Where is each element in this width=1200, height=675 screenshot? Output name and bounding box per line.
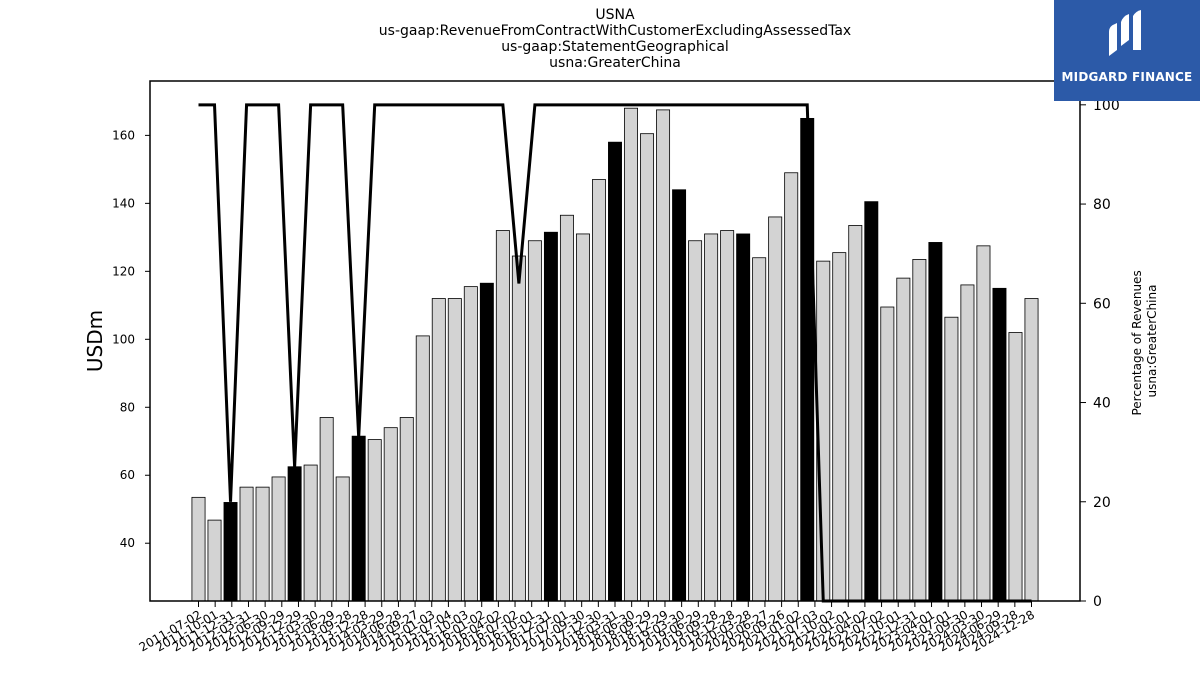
- bar-43: [880, 306, 895, 602]
- y-tick-label-40: 40: [120, 536, 135, 550]
- chart-title-line-2: us-gaap:RevenueFromContractWithCustomerE…: [378, 23, 852, 39]
- bar-12: [383, 427, 398, 602]
- bar-23: [559, 214, 574, 602]
- bar-28: [640, 133, 655, 602]
- bar-25: [592, 179, 606, 602]
- bar-14: [415, 335, 430, 602]
- bar-32: [704, 233, 719, 602]
- bar-27: [624, 107, 638, 602]
- bar-18: [479, 282, 494, 602]
- bar-10: [351, 435, 366, 602]
- bar-30: [672, 189, 687, 602]
- y-axis-right: 0 20 40 60 80 100: [1080, 98, 1120, 610]
- bar-36: [768, 216, 783, 602]
- bar-7: [303, 464, 318, 602]
- bar-33: [720, 230, 735, 602]
- y2-tick-label-0: 0: [1093, 594, 1102, 610]
- bar-3: [239, 486, 254, 602]
- bars-layer: [191, 107, 1039, 602]
- bar-40: [832, 252, 847, 602]
- y2-tick-label-60: 60: [1093, 296, 1111, 312]
- bar-5: [271, 476, 286, 602]
- bar-50: [992, 287, 1007, 602]
- bar-17: [463, 286, 478, 602]
- y2-tick-label-40: 40: [1093, 396, 1111, 412]
- y-tick-label-100: 100: [112, 332, 135, 346]
- y-tick-label-60: 60: [120, 468, 135, 482]
- bar-46: [928, 242, 943, 602]
- bar-8: [319, 417, 334, 602]
- y-tick-label-80: 80: [120, 400, 135, 414]
- bar-19: [495, 230, 510, 602]
- bar-48: [960, 284, 975, 602]
- bar-34: [736, 233, 751, 602]
- y2-tick-label-80: 80: [1093, 197, 1111, 213]
- bar-26: [608, 141, 622, 602]
- bar-6: [287, 466, 302, 602]
- bar-38: [800, 117, 815, 602]
- bar-4: [255, 486, 270, 602]
- bar-49: [976, 245, 991, 602]
- bar-24: [575, 233, 590, 602]
- chart-title-line-3: us-gaap:StatementGeographical: [501, 39, 729, 55]
- y2-tick-label-100: 100: [1093, 98, 1120, 114]
- y-tick-label-160: 160: [112, 128, 135, 142]
- bar-29: [656, 109, 671, 602]
- bar-20: [511, 255, 526, 602]
- y-axis-left: 40 60 80 100 120 140 160: [112, 128, 150, 550]
- bar-42: [864, 201, 879, 602]
- bar-11: [367, 439, 382, 602]
- bar-47: [944, 316, 959, 602]
- bar-45: [912, 259, 927, 602]
- bar-51: [1008, 332, 1023, 602]
- chart-title-line-1: USNA: [595, 7, 635, 23]
- y2-axis-label: Percentage of Revenues usna:GreaterChina: [1130, 266, 1159, 415]
- bar-15: [431, 298, 446, 602]
- logo-mark-icon: [1109, 10, 1141, 56]
- bar-35: [752, 257, 767, 602]
- bar-16: [447, 298, 462, 602]
- bar-21: [527, 240, 542, 602]
- chart-title: USNA us-gaap:RevenueFromContractWithCust…: [0, 7, 1200, 71]
- y2-tick-label-20: 20: [1093, 495, 1111, 511]
- x-axis: 2011-07-022011-10-012011-12-312012-03-31…: [137, 601, 1037, 654]
- y-axis-label: USDm: [83, 310, 107, 372]
- y-tick-label-120: 120: [112, 264, 135, 278]
- bar-1: [207, 519, 222, 602]
- y-tick-label-140: 140: [112, 196, 135, 210]
- bar-52: [1024, 298, 1039, 602]
- bar-37: [784, 172, 799, 602]
- bar-22: [543, 231, 558, 602]
- y2-axis-label-line-1: Percentage of Revenues: [1130, 270, 1144, 415]
- bar-41: [848, 225, 863, 602]
- bar-2: [223, 502, 238, 602]
- bar-0: [191, 496, 206, 602]
- bar-9: [335, 476, 350, 602]
- y2-axis-label-line-2: usna:GreaterChina: [1145, 285, 1159, 398]
- logo-text: MIDGARD FINANCE: [1061, 70, 1193, 84]
- brand-logo: MIDGARD FINANCE: [1054, 0, 1200, 101]
- bar-31: [688, 240, 703, 602]
- bar-44: [896, 277, 911, 602]
- chart-title-line-4: usna:GreaterChina: [549, 55, 681, 71]
- bar-13: [399, 417, 414, 602]
